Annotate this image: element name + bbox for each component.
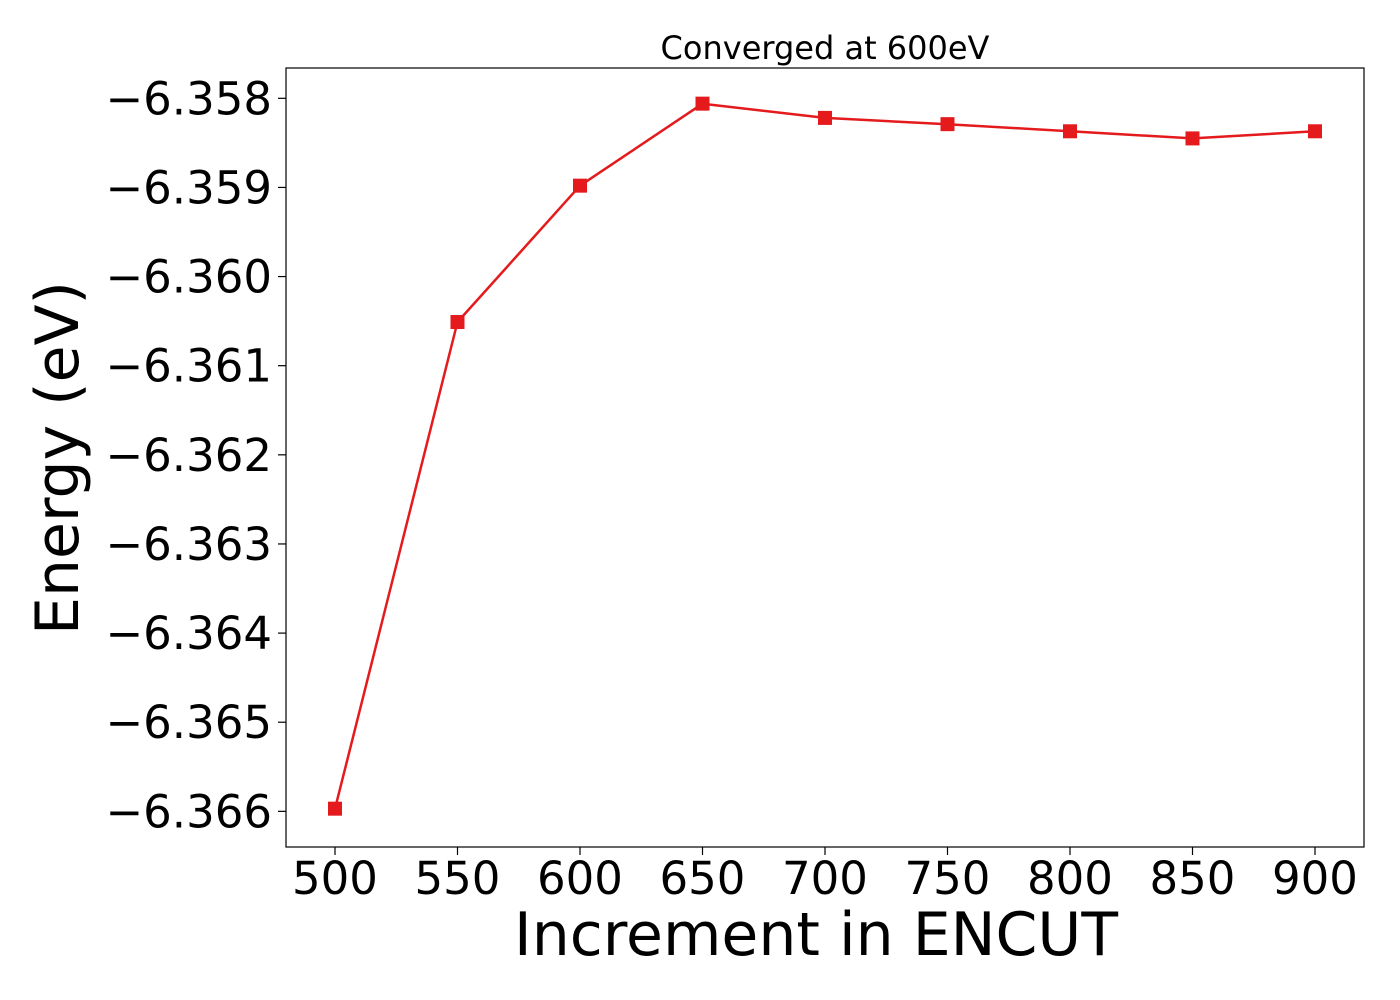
x-tick-label: 550 [415,852,501,905]
y-tick-label: −6.365 [105,696,272,749]
y-axis: −6.358 −6.359 −6.360 −6.361 −6.362 −6.363 −6.3… [105,72,286,838]
x-tick-label: 800 [1027,852,1113,905]
y-tick-label: −6.366 [105,785,272,838]
x-tick-label: 900 [1272,852,1358,905]
x-tick-label: 500 [292,852,378,905]
y-tick-label: −6.359 [105,161,272,214]
x-axis: 500 550 600 650 700 750 800 850 900 [292,847,1358,905]
x-tick-label: 850 [1150,852,1236,905]
x-tick-label: 650 [660,852,746,905]
data-point [1308,124,1322,139]
y-tick-label: −6.361 [105,340,272,393]
x-axis-label: Increment in ENCUT [514,900,1118,970]
data-point [573,178,587,193]
plot-frame [285,67,1365,848]
chart-title: Converged at 600eV [661,29,990,67]
series-line [333,102,1316,810]
x-tick-label: 750 [905,852,991,905]
y-axis-label: Energy (eV) [23,281,93,635]
x-tick-label: 600 [537,852,623,905]
data-point [328,801,342,816]
y-tick-label: −6.363 [105,518,272,571]
data-point [1063,124,1077,139]
data-point [450,315,465,330]
x-tick-label: 700 [782,852,868,905]
y-tick-label: −6.360 [105,251,272,304]
y-tick-label: −6.362 [105,429,272,482]
data-point [1185,131,1200,146]
y-tick-label: −6.364 [105,607,272,660]
data-point [940,117,955,132]
data-point [695,96,710,111]
y-tick-label: −6.358 [105,72,272,125]
data-point [818,110,832,125]
series-layer [328,96,1322,816]
